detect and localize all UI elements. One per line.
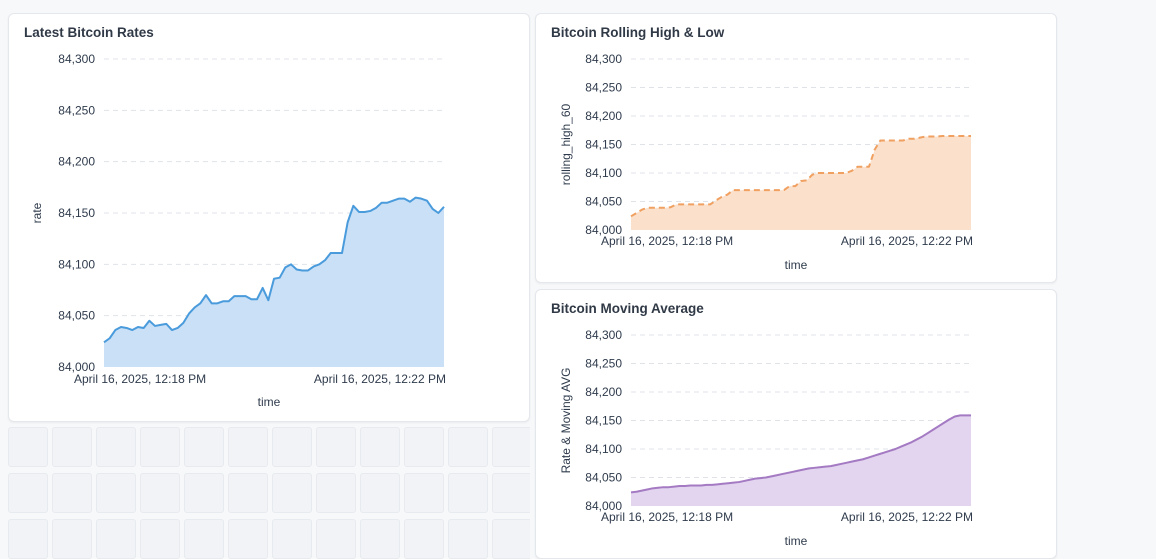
grid-cell [448, 427, 488, 467]
rolling-high-low-chart: 84,000 84,050 84,100 84,150 84,200 84,250 84,3… [559, 52, 973, 272]
bitcoin-moving-average-card[interactable]: Bitcoin Moving Average 84,000 84,050 84,10… [535, 289, 1057, 559]
grid-cell [448, 473, 488, 513]
y-axis-label: Rate & Moving AVG [559, 368, 573, 474]
y-tick-label: 84,050 [585, 471, 622, 485]
grid-cell [360, 519, 400, 559]
latest-bitcoin-rates-card[interactable]: Latest Bitcoin Rates 84,000 84,050 84,100 8… [8, 13, 530, 422]
y-tick-label: 84,300 [585, 52, 622, 66]
y-tick-label: 84,250 [585, 357, 622, 371]
grid-cell [96, 427, 136, 467]
series-area [631, 415, 971, 506]
grid-cell [140, 427, 180, 467]
grid-cell [52, 427, 92, 467]
grid-cell [272, 519, 312, 559]
series-line [103, 196, 445, 344]
grid-cell [52, 519, 92, 559]
y-tick-label: 84,000 [585, 499, 622, 513]
grid-cell [52, 473, 92, 513]
card-title: Latest Bitcoin Rates [24, 25, 154, 40]
y-tick-label: 84,150 [585, 138, 622, 152]
grid-cell [8, 519, 48, 559]
empty-dashboard-grid [8, 427, 530, 559]
y-tick-label: 84,250 [58, 103, 95, 117]
grid-cell [492, 473, 530, 513]
y-axis-label: rolling_high_60 [559, 103, 573, 185]
x-axis-label: time [258, 395, 281, 409]
grid-cell [448, 519, 488, 559]
x-axis-label: time [785, 534, 808, 548]
x-tick-label: April 16, 2025, 12:18 PM [74, 372, 206, 386]
x-tick-label: April 16, 2025, 12:18 PM [601, 234, 733, 248]
y-tick-label: 84,250 [585, 81, 622, 95]
grid-cell [228, 519, 268, 559]
grid-cell [404, 473, 444, 513]
grid-cell [96, 519, 136, 559]
bitcoin-rolling-high-low-card[interactable]: Bitcoin Rolling High & Low 84,000 84,050 8… [535, 13, 1057, 283]
grid-cell [184, 473, 224, 513]
rates-chart: 84,000 84,050 84,100 84,150 84,200 84,250 84,3… [30, 52, 446, 409]
y-tick-label: 84,150 [58, 206, 95, 220]
grid-cell [8, 427, 48, 467]
y-tick-label: 84,300 [58, 52, 95, 66]
grid-cell [360, 473, 400, 513]
grid-cell [228, 473, 268, 513]
grid-cell [272, 473, 312, 513]
y-tick-label: 84,050 [585, 195, 622, 209]
grid-cell [140, 519, 180, 559]
y-axis-label: rate [30, 202, 44, 223]
grid-cell [8, 473, 48, 513]
y-tick-label: 84,150 [585, 414, 622, 428]
moving-average-chart: 84,000 84,050 84,100 84,150 84,200 84,250 84,3… [559, 328, 973, 548]
y-tick-label: 84,300 [585, 328, 622, 342]
x-tick-label: April 16, 2025, 12:22 PM [841, 510, 973, 524]
grid-cell [360, 427, 400, 467]
grid-cell [184, 427, 224, 467]
y-tick-label: 84,000 [585, 223, 622, 237]
grid-cell [492, 427, 530, 467]
grid-cell [404, 427, 444, 467]
grid-cell [316, 473, 356, 513]
grid-cell [96, 473, 136, 513]
x-tick-label: April 16, 2025, 12:22 PM [841, 234, 973, 248]
x-tick-label: April 16, 2025, 12:18 PM [601, 510, 733, 524]
series-area [631, 135, 971, 230]
x-tick-label: April 16, 2025, 12:22 PM [314, 372, 446, 386]
y-tick-label: 84,000 [58, 360, 95, 374]
grid-cell [404, 519, 444, 559]
grid-cell [316, 519, 356, 559]
grid-cell [272, 427, 312, 467]
y-tick-label: 84,100 [58, 257, 95, 271]
y-tick-label: 84,100 [585, 166, 622, 180]
grid-cell [492, 519, 530, 559]
y-tick-label: 84,200 [585, 385, 622, 399]
series-line [630, 134, 971, 218]
y-tick-label: 84,100 [585, 442, 622, 456]
y-tick-label: 84,200 [58, 155, 95, 169]
y-tick-label: 84,050 [58, 309, 95, 323]
series-line [630, 414, 971, 494]
y-tick-label: 84,200 [585, 109, 622, 123]
card-title: Bitcoin Rolling High & Low [551, 25, 725, 40]
grid-cell [184, 519, 224, 559]
grid-cell [316, 427, 356, 467]
x-axis-label: time [785, 258, 808, 272]
grid-cell [140, 473, 180, 513]
card-title: Bitcoin Moving Average [551, 301, 704, 316]
grid-cell [228, 427, 268, 467]
